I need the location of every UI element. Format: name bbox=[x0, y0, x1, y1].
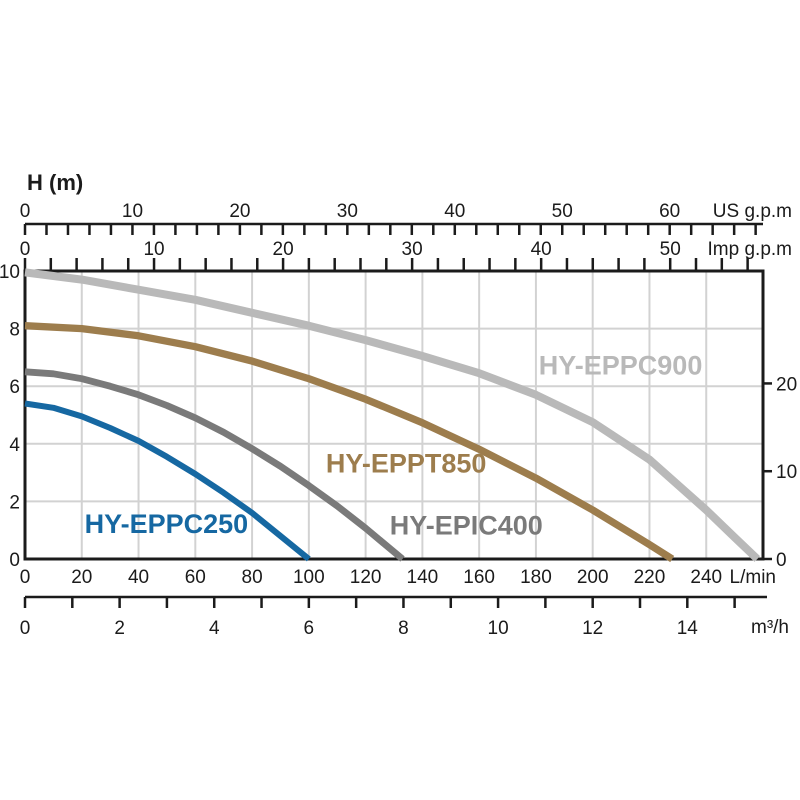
lmin-tick-label: 0 bbox=[20, 567, 31, 588]
m3h-tick-label: 12 bbox=[582, 618, 603, 639]
head-m-tick-label: 10 bbox=[0, 262, 20, 283]
lmin-unit-label: L/min bbox=[730, 567, 776, 588]
lmin-tick-label: 140 bbox=[407, 567, 439, 588]
m3h-tick-label: 10 bbox=[488, 618, 509, 639]
curve-hy-epic400 bbox=[24, 368, 405, 562]
head-m-tick-label: 6 bbox=[9, 377, 20, 398]
imp-gpm-tick-label: 40 bbox=[531, 239, 552, 260]
plot-frame bbox=[23, 269, 765, 561]
us-gpm-tick-label: 0 bbox=[20, 201, 31, 222]
m3h-tick-label: 0 bbox=[20, 618, 31, 639]
us-gpm-tick-label: 30 bbox=[337, 201, 358, 222]
lmin-tick-label: 120 bbox=[350, 567, 382, 588]
curve-hy-eppc900 bbox=[24, 268, 761, 562]
lmin-tick-label: 60 bbox=[185, 567, 206, 588]
lmin-tick-label: 240 bbox=[690, 567, 722, 588]
imp-gpm-unit-label: Imp g.p.m bbox=[708, 239, 792, 260]
m3h-tick-label: 8 bbox=[398, 618, 409, 639]
curve-label-hy-eppc250: HY-EPPC250 bbox=[85, 509, 249, 539]
head-m-tick-label: 4 bbox=[9, 435, 20, 456]
m3h-unit-label: m³/h bbox=[751, 617, 789, 638]
head-m-tick-label: 8 bbox=[9, 320, 20, 341]
imp-gpm-tick-label: 50 bbox=[660, 239, 681, 260]
head-ft-tick-label: 20 bbox=[776, 374, 797, 395]
us-gpm-tick-label: 10 bbox=[122, 201, 143, 222]
imp-gpm-tick-label: 20 bbox=[273, 239, 294, 260]
head-m-axis-title: H (m) bbox=[27, 170, 83, 195]
curve-label-hy-epic400: HY-EPIC400 bbox=[390, 511, 543, 541]
lmin-tick-label: 220 bbox=[634, 567, 666, 588]
lmin-tick-label: 100 bbox=[293, 567, 325, 588]
lmin-tick-label: 200 bbox=[577, 567, 609, 588]
lmin-tick-label: 20 bbox=[71, 567, 92, 588]
m3h-tick-label: 14 bbox=[677, 618, 699, 639]
us-gpm-tick-label: 50 bbox=[552, 201, 573, 222]
lmin-tick-label: 160 bbox=[463, 567, 495, 588]
curve-hy-eppt850 bbox=[24, 322, 675, 563]
imp-gpm-tick-label: 10 bbox=[143, 239, 164, 260]
us-gpm-tick-label: 40 bbox=[444, 201, 465, 222]
us-gpm-tick-label: 60 bbox=[659, 201, 680, 222]
lmin-tick-label: 180 bbox=[520, 567, 552, 588]
head-m-tick-label: 0 bbox=[9, 550, 20, 571]
m3h-tick-label: 2 bbox=[114, 618, 125, 639]
head-ft-tick-label: 0 bbox=[776, 550, 787, 571]
curve-label-hy-eppt850: HY-EPPT850 bbox=[326, 449, 487, 479]
imp-gpm-tick-label: 0 bbox=[20, 239, 31, 260]
lmin-tick-label: 40 bbox=[128, 567, 149, 588]
us-gpm-unit-label: US g.p.m bbox=[713, 201, 792, 222]
curve-hy-eppc250 bbox=[24, 400, 311, 562]
imp-gpm-tick-label: 30 bbox=[402, 239, 423, 260]
curve-label-hy-eppc900: HY-EPPC900 bbox=[539, 351, 703, 381]
head-m-tick-label: 2 bbox=[9, 492, 20, 513]
head-ft-tick-label: 10 bbox=[776, 462, 797, 483]
m3h-tick-label: 6 bbox=[304, 618, 315, 639]
lmin-tick-label: 80 bbox=[242, 567, 263, 588]
us-gpm-tick-label: 20 bbox=[229, 201, 250, 222]
m3h-tick-label: 4 bbox=[209, 618, 220, 639]
